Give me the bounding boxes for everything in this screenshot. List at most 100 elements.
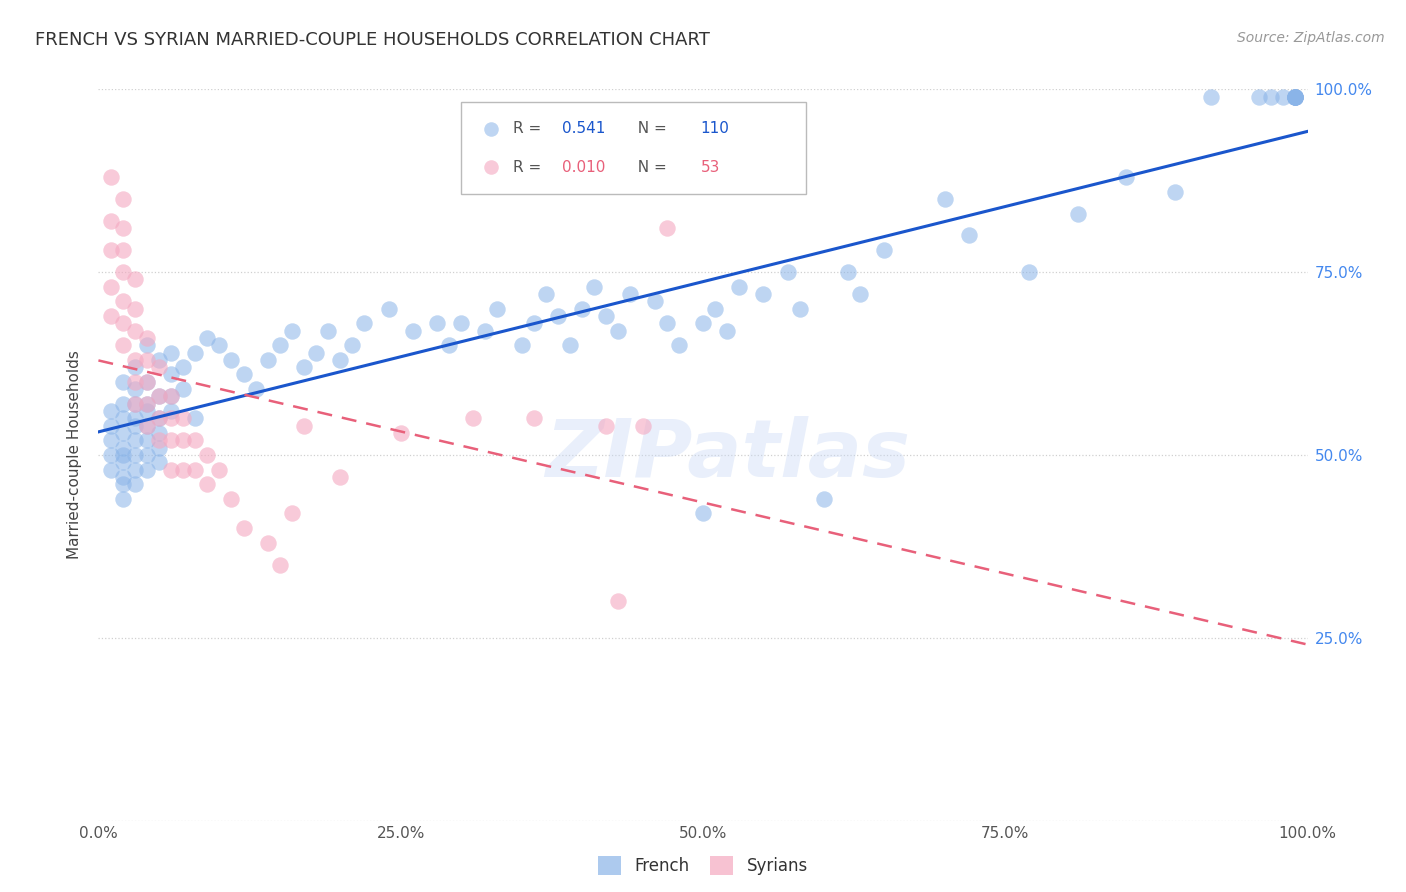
Point <box>752 287 775 301</box>
Point <box>789 301 811 316</box>
Point <box>124 411 146 425</box>
Point <box>124 434 146 448</box>
Point <box>124 301 146 316</box>
Point <box>716 324 738 338</box>
Point <box>100 169 122 184</box>
Point <box>172 434 194 448</box>
Point <box>135 434 157 448</box>
Text: 0.541: 0.541 <box>561 121 605 136</box>
Text: N =: N = <box>628 160 672 175</box>
Point <box>111 192 134 206</box>
Point <box>148 389 170 403</box>
Point <box>316 324 339 338</box>
Point <box>547 309 569 323</box>
Point <box>160 434 183 448</box>
Point <box>111 441 134 455</box>
Point <box>728 279 751 293</box>
Point <box>135 331 157 345</box>
Point <box>534 287 557 301</box>
Point <box>957 228 980 243</box>
Point <box>195 331 218 345</box>
Point <box>1115 169 1137 184</box>
Point <box>135 397 157 411</box>
Point <box>184 411 207 425</box>
Point <box>148 389 170 403</box>
Point <box>124 382 146 396</box>
Point <box>1067 206 1090 220</box>
Point <box>1284 89 1306 103</box>
Point <box>1284 89 1306 103</box>
Point <box>208 338 231 352</box>
Point <box>135 397 157 411</box>
Point <box>172 462 194 476</box>
Point <box>269 338 291 352</box>
Point <box>135 404 157 418</box>
Point <box>292 360 315 375</box>
Point <box>1260 89 1282 103</box>
Point <box>655 221 678 235</box>
Point <box>148 434 170 448</box>
Point <box>1284 89 1306 103</box>
Point <box>100 243 122 257</box>
Point <box>474 324 496 338</box>
Point <box>389 425 412 440</box>
Point <box>619 287 641 301</box>
Point <box>124 272 146 286</box>
Point <box>776 265 799 279</box>
Text: 53: 53 <box>700 160 720 175</box>
Point <box>342 338 364 352</box>
Point <box>195 448 218 462</box>
Point <box>135 352 157 367</box>
Point <box>934 192 956 206</box>
Point <box>1163 185 1185 199</box>
Point <box>486 301 509 316</box>
Point <box>256 535 278 549</box>
Point <box>245 382 267 396</box>
Point <box>292 418 315 433</box>
Point <box>124 397 146 411</box>
Point <box>607 594 630 608</box>
Point <box>1284 89 1306 103</box>
Point <box>148 352 170 367</box>
Point <box>100 434 122 448</box>
Point <box>571 301 593 316</box>
Point <box>135 418 157 433</box>
Point <box>124 324 146 338</box>
Point <box>655 316 678 330</box>
Point <box>583 279 606 293</box>
Point <box>111 338 134 352</box>
Point <box>111 477 134 491</box>
Point <box>426 316 449 330</box>
Point <box>135 462 157 476</box>
Point <box>160 389 183 403</box>
Point <box>184 434 207 448</box>
Point <box>1272 89 1295 103</box>
Text: N =: N = <box>628 121 672 136</box>
Point <box>1284 89 1306 103</box>
Point <box>111 397 134 411</box>
Point <box>523 316 546 330</box>
Point <box>1018 265 1040 279</box>
Point <box>100 309 122 323</box>
Point <box>100 279 122 293</box>
Point <box>160 404 183 418</box>
Point <box>124 418 146 433</box>
Point <box>148 360 170 375</box>
Point <box>221 491 243 506</box>
Point <box>232 368 254 382</box>
Text: R =: R = <box>513 121 547 136</box>
Point <box>148 441 170 455</box>
Point <box>813 491 835 506</box>
Point <box>595 309 617 323</box>
Point <box>135 375 157 389</box>
Point <box>111 425 134 440</box>
Point <box>172 360 194 375</box>
Point <box>644 294 666 309</box>
Point <box>353 316 375 330</box>
Point <box>704 301 727 316</box>
FancyBboxPatch shape <box>461 103 806 194</box>
Point <box>135 418 157 433</box>
Point <box>148 411 170 425</box>
Point <box>100 404 122 418</box>
Point <box>329 352 352 367</box>
